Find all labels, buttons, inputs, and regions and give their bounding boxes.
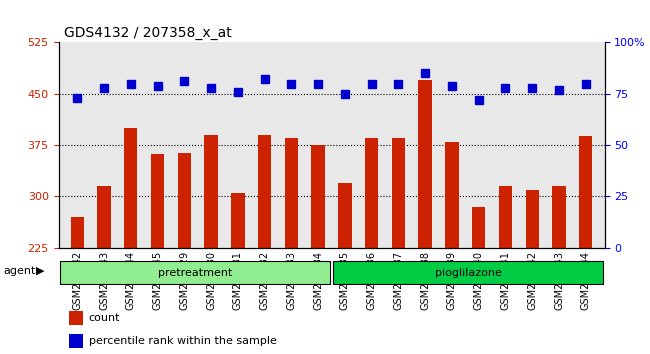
Text: percentile rank within the sample: percentile rank within the sample (88, 336, 276, 346)
Bar (338, 183, 352, 248)
Bar (311, 145, 325, 248)
Bar (579, 136, 592, 248)
Bar (419, 80, 432, 248)
Bar (526, 190, 539, 248)
Text: ▶: ▶ (36, 266, 44, 276)
Text: agent: agent (3, 266, 36, 276)
FancyBboxPatch shape (60, 261, 330, 284)
Text: pioglilazone: pioglilazone (435, 268, 501, 278)
Text: pretreatment: pretreatment (158, 268, 232, 278)
Bar (177, 153, 191, 248)
Bar (258, 135, 271, 248)
Bar (98, 186, 111, 248)
Text: GDS4132 / 207358_x_at: GDS4132 / 207358_x_at (64, 26, 231, 40)
Bar (472, 207, 486, 248)
Bar (552, 186, 566, 248)
Text: count: count (88, 313, 120, 323)
Bar (392, 138, 405, 248)
Bar (499, 186, 512, 248)
FancyBboxPatch shape (333, 261, 603, 284)
Bar (151, 154, 164, 248)
Bar (71, 217, 84, 248)
Bar (124, 128, 137, 248)
Bar (365, 138, 378, 248)
Bar (204, 135, 218, 248)
Bar (285, 138, 298, 248)
Bar (445, 142, 459, 248)
Bar (70, 312, 83, 325)
Bar (70, 334, 83, 348)
Bar (231, 193, 244, 248)
